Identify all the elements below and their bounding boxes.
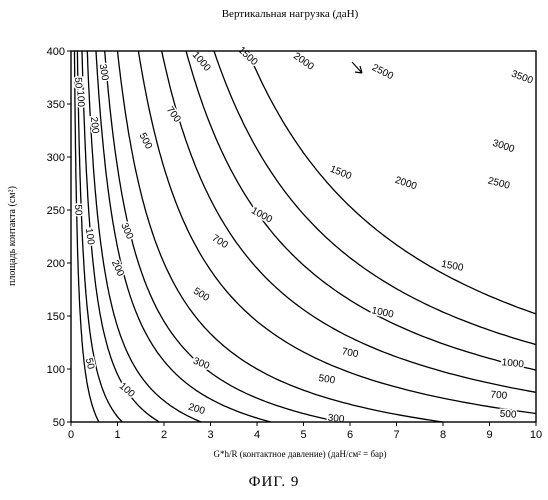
contour-label-300: 300 [118,221,135,241]
contour-label-500: 500 [191,286,211,304]
contour-label-2000: 2000 [393,175,418,193]
plot-frame [71,51,536,422]
contour-label-50: 50 [72,77,83,89]
y-tick-label: 100 [47,364,65,376]
x-tick-label: 10 [530,429,542,441]
contour-label-3000: 3000 [491,138,516,155]
x-tick-label: 0 [68,429,74,441]
contour-label-300: 300 [327,413,345,426]
contour-label-3500: 3500 [510,69,535,87]
x-tick-label: 2 [161,429,167,441]
x-tick-label: 6 [347,429,353,441]
contour-line-3000 [214,51,536,345]
contour-line-1000 [118,51,444,422]
contour-label-500: 500 [137,131,155,151]
contour-label-1500: 1500 [236,45,260,68]
contour-lines [75,51,537,422]
contour-line-2500 [186,51,536,370]
contour-line-500 [96,51,271,422]
contour-label-2000: 2000 [291,51,316,73]
x-tick-label: 5 [300,429,306,441]
x-axis: 0 1 2 3 4 5 6 7 8 9 10 [68,422,542,441]
contour-label-2500: 2500 [487,175,512,191]
y-tick-label: 150 [47,311,65,323]
contour-label-700: 700 [210,233,230,252]
x-axis-label: G*h/R (контактное давление) (даН/см² = б… [213,449,386,459]
contour-label-300: 300 [97,63,110,82]
x-tick-label: 9 [486,429,492,441]
x-tick-label: 8 [440,429,446,441]
y-tick-label: 400 [47,46,65,58]
contour-label-700: 700 [341,346,360,360]
x-tick-label: 3 [207,429,213,441]
contour-label-50: 50 [72,204,83,216]
contour-label-200: 200 [187,402,207,417]
y-axis: 50 100 150 200 250 300 350 400 [47,46,71,429]
y-tick-label: 50 [53,417,65,429]
arrow-annotation [352,62,362,73]
contour-label-2500: 2500 [370,62,395,82]
y-tick-label: 350 [47,99,65,111]
y-tick-label: 300 [47,152,65,164]
figure-caption: ФИГ. 9 [0,474,548,491]
contour-label-1500: 1500 [328,164,353,183]
chart-title: Вертикальная нагрузка (даН) [222,8,359,20]
contour-label-1000: 1000 [371,305,395,320]
contour-label-700: 700 [490,390,508,402]
x-tick-label: 1 [114,429,120,441]
contour-label-100: 100 [83,228,96,246]
contour-labels: 5050501001001002002002003003003003005005… [72,45,535,425]
contour-label-200: 200 [109,258,126,278]
contour-label-1000: 1000 [249,205,274,225]
contour-label-1000: 1000 [501,357,525,370]
contour-label-100: 100 [117,381,137,401]
contour-label-500: 500 [318,373,337,387]
contour-label-500: 500 [499,409,517,421]
contour-label-1000: 1000 [190,50,213,74]
y-tick-label: 200 [47,258,65,270]
contour-label-100: 100 [74,90,86,107]
y-axis-label: площадь контакта (см²) [7,186,18,286]
y-tick-label: 250 [47,205,65,217]
x-tick-label: 4 [254,429,260,441]
contour-label-200: 200 [88,116,101,134]
x-tick-label: 7 [393,429,399,441]
contour-label-300: 300 [191,356,211,373]
contour-line-300 [87,51,201,422]
contour-label-1500: 1500 [440,259,464,274]
